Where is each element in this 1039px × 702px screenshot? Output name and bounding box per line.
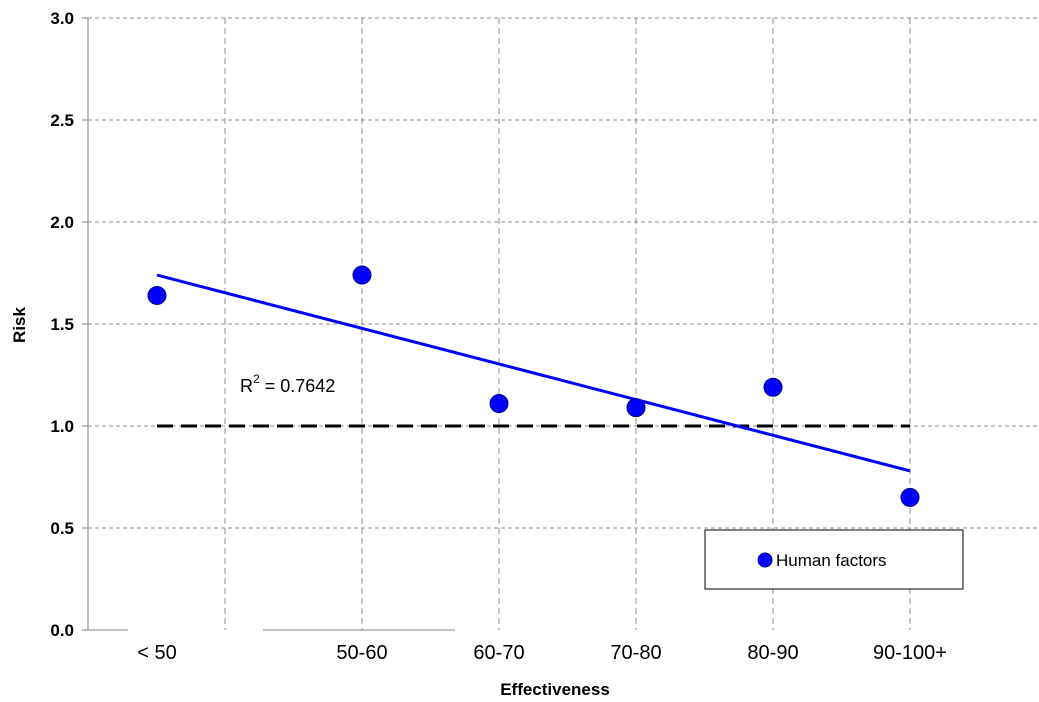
y-tick-label: 0.0	[50, 621, 74, 640]
data-point	[489, 394, 509, 414]
axes	[82, 17, 455, 631]
y-tick-label: 1.5	[50, 315, 74, 334]
legend: Human factors	[704, 529, 964, 590]
trendline-group	[156, 273, 911, 473]
x-tick-label: 60-70	[473, 642, 524, 664]
trendline-r2-label: R2 = 0.7642	[240, 372, 335, 396]
legend-label-human-factors: Human factors	[776, 551, 887, 570]
data-points	[147, 265, 920, 507]
y-tick-label: 3.0	[50, 9, 74, 28]
y-axis-title: Risk	[10, 307, 29, 343]
y-tick-label: 1.0	[50, 417, 74, 436]
trendline	[156, 273, 911, 473]
x-tick-labels: < 50 50-60 60-70 70-80 80-90 90-100+	[137, 642, 947, 664]
x-tick-label: < 50	[137, 642, 176, 664]
data-point	[147, 285, 167, 305]
data-point	[626, 398, 646, 418]
x-tick-label: 80-90	[747, 642, 798, 664]
x-axis-title: Effectiveness	[500, 680, 610, 699]
x-tick-label: 70-80	[610, 642, 661, 664]
trendline-r2-superscript: 2	[253, 372, 260, 386]
y-tick-label: 0.5	[50, 519, 74, 538]
x-tick-label: 50-60	[336, 642, 387, 664]
data-point	[352, 265, 372, 285]
y-tick-label: 2.0	[50, 213, 74, 232]
x-tick-label: 90-100+	[873, 642, 947, 664]
data-point	[900, 487, 920, 507]
y-tick-labels: 0.0 0.5 1.0 1.5 2.0 2.5 3.0	[50, 9, 74, 640]
legend-marker-human-factors	[757, 552, 773, 568]
legend-box	[704, 529, 964, 590]
data-point	[763, 377, 783, 397]
y-tick-label: 2.5	[50, 111, 74, 130]
